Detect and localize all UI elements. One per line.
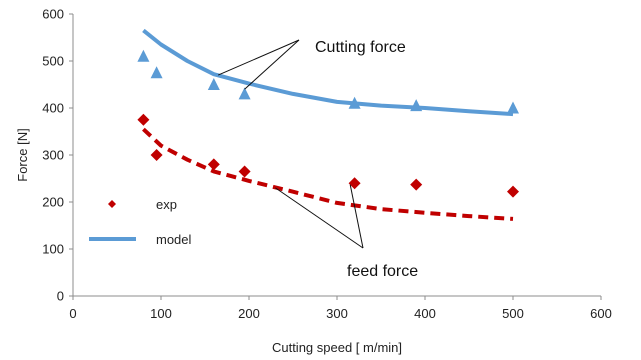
legend-exp-label: exp [156, 197, 177, 212]
cutting-force-exp-point [137, 49, 150, 62]
cutting-force-model-line [142, 28, 514, 117]
feed-force-pointer [349, 184, 364, 249]
feed-force-exp-point [150, 149, 163, 161]
feed-force-exp-point [507, 185, 519, 198]
feed-force-pointer [275, 187, 364, 249]
cutting-force-exp-point [207, 78, 220, 90]
y-tick-label: 600 [42, 7, 64, 22]
cutting-force-pointer [218, 39, 300, 76]
x-tick-label: 200 [238, 306, 260, 321]
x-tick-label: 0 [69, 306, 76, 321]
y-tick-label: 100 [42, 242, 64, 257]
x-tick-label: 300 [326, 306, 348, 321]
x-tick-label: 400 [414, 306, 436, 321]
x-axis-title: Cutting speed [ m/min] [272, 340, 402, 355]
x-tick-label: 100 [150, 306, 172, 321]
legend-exp-marker [108, 200, 116, 208]
y-tick-label: 0 [57, 289, 64, 304]
feed-force-exp-point [207, 158, 220, 171]
x-tick-label: 500 [502, 306, 524, 321]
feed-force-exp-point [238, 165, 251, 178]
y-axis-title: Force [N] [15, 128, 30, 181]
cutting-force-pointer [244, 39, 300, 90]
cutting-force-exp-point [150, 66, 163, 79]
legend-model-label: model [156, 232, 192, 247]
x-tick-label: 600 [590, 306, 612, 321]
cutting-force-exp-point [507, 101, 519, 114]
y-tick-label: 300 [42, 148, 64, 163]
feed-force-exp-point [137, 113, 150, 126]
y-tick-label: 200 [42, 195, 64, 210]
cutting-force-exp-point [238, 87, 251, 100]
feed-force-model-line [142, 127, 514, 221]
cutting-force-annotation: Cutting force [315, 39, 406, 56]
y-tick-label: 500 [42, 54, 64, 69]
feed-force-exp-point [410, 178, 423, 191]
feed-force-exp-point [348, 177, 361, 190]
y-tick-label: 400 [42, 101, 64, 116]
feed-force-annotation: feed force [347, 263, 418, 280]
